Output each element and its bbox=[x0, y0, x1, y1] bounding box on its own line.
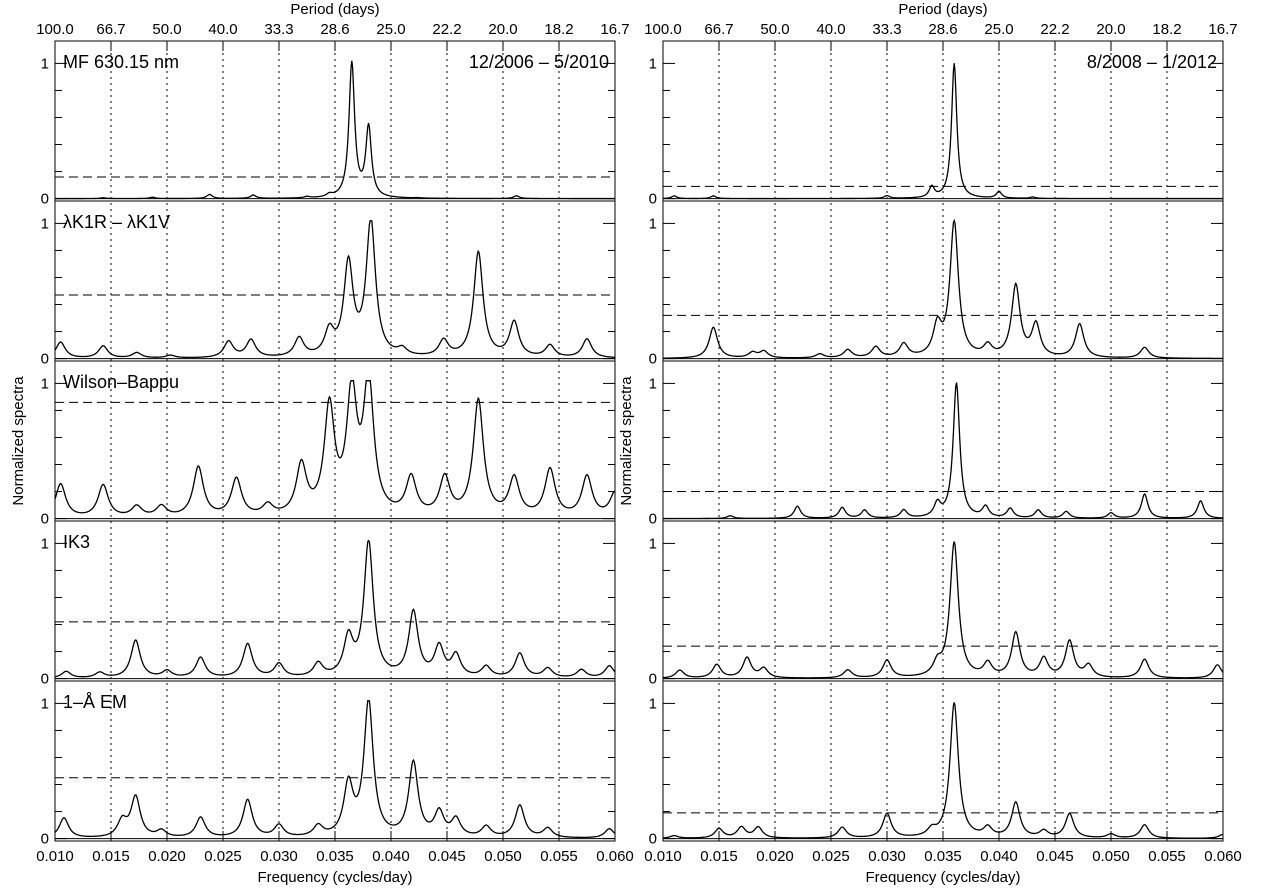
y-tick-label: 0 bbox=[649, 671, 657, 688]
period-tick-label: 20.0 bbox=[488, 21, 517, 38]
x-tick-label: 0.020 bbox=[148, 848, 186, 865]
x-tick-label: 0.040 bbox=[372, 848, 410, 865]
y-tick-label: 0 bbox=[649, 831, 657, 848]
y-tick-label: 0 bbox=[41, 511, 49, 528]
frequency-axis-title: Frequency (cycles/day) bbox=[257, 869, 412, 886]
frequency-axis-title: Frequency (cycles/day) bbox=[865, 869, 1020, 886]
date-range-label: 8/2008 – 1/2012 bbox=[1087, 52, 1217, 72]
spectrum-curve bbox=[54, 539, 616, 678]
curves-layer bbox=[54, 60, 1224, 839]
y-tick-label: 1 bbox=[41, 535, 49, 552]
spectrum-curve bbox=[54, 700, 616, 839]
y-tick-label: 1 bbox=[41, 215, 49, 232]
x-tick-label: 0.050 bbox=[484, 848, 522, 865]
date-range-label: 12/2006 – 5/2010 bbox=[469, 52, 609, 72]
y-tick-label: 1 bbox=[649, 55, 657, 72]
x-tick-label: 0.060 bbox=[1204, 848, 1242, 865]
panel-label: 1–Å EM bbox=[63, 692, 127, 712]
x-tick-label: 0.060 bbox=[596, 848, 634, 865]
spectrum-curve bbox=[54, 220, 616, 359]
x-tick-label: 0.010 bbox=[644, 848, 682, 865]
panel-label: Wilson–Bappu bbox=[63, 372, 179, 392]
period-tick-label: 16.7 bbox=[1208, 21, 1237, 38]
y-axis-title: Normalized spectra bbox=[10, 376, 27, 506]
y-tick-label: 0 bbox=[649, 351, 657, 368]
period-tick-label: 33.3 bbox=[264, 21, 293, 38]
spectrum-curve bbox=[54, 380, 616, 514]
panel-label: IK3 bbox=[63, 532, 90, 552]
period-tick-label: 28.6 bbox=[320, 21, 349, 38]
spectrum-curve bbox=[662, 218, 1223, 360]
y-tick-label: 1 bbox=[649, 535, 657, 552]
x-tick-label: 0.045 bbox=[1036, 848, 1074, 865]
period-tick-label: 20.0 bbox=[1096, 21, 1125, 38]
x-tick-label: 0.050 bbox=[1092, 848, 1130, 865]
grid-layer bbox=[55, 41, 1223, 841]
period-tick-label: 40.0 bbox=[816, 21, 845, 38]
period-tick-label: 40.0 bbox=[208, 21, 237, 38]
y-tick-label: 1 bbox=[649, 215, 657, 232]
x-tick-label: 0.030 bbox=[868, 848, 906, 865]
y-tick-label: 0 bbox=[41, 831, 49, 848]
spectrum-curve bbox=[663, 382, 1224, 520]
x-tick-label: 0.055 bbox=[540, 848, 578, 865]
period-tick-label: 50.0 bbox=[760, 21, 789, 38]
spectrum-curve bbox=[662, 541, 1224, 679]
x-tick-label: 0.040 bbox=[980, 848, 1018, 865]
x-tick-label: 0.035 bbox=[924, 848, 962, 865]
text-layer: 0 1 MF 630.15 nm 0 1 λK1R – λK1V 0 1 Wilson–Bapp… bbox=[10, 1, 1242, 886]
period-tick-label: 25.0 bbox=[376, 21, 405, 38]
period-tick-label: 50.0 bbox=[152, 21, 181, 38]
x-tick-label: 0.010 bbox=[36, 848, 74, 865]
x-tick-label: 0.020 bbox=[756, 848, 794, 865]
period-tick-label: 25.0 bbox=[984, 21, 1013, 38]
period-tick-label: 16.7 bbox=[600, 21, 629, 38]
period-tick-label: 33.3 bbox=[872, 21, 901, 38]
frames-layer bbox=[54, 40, 1224, 842]
period-tick-label: 18.2 bbox=[1152, 21, 1181, 38]
y-tick-label: 0 bbox=[649, 511, 657, 528]
spectrum-curve bbox=[55, 60, 615, 200]
y-tick-label: 0 bbox=[649, 191, 657, 208]
y-tick-label: 1 bbox=[649, 695, 657, 712]
spectrum-curve bbox=[662, 63, 1223, 200]
period-tick-label: 66.7 bbox=[96, 21, 125, 38]
period-axis-title: Period (days) bbox=[290, 1, 379, 18]
y-tick-label: 1 bbox=[41, 695, 49, 712]
period-tick-label: 22.2 bbox=[432, 21, 461, 38]
x-tick-label: 0.025 bbox=[812, 848, 850, 865]
x-tick-label: 0.015 bbox=[92, 848, 130, 865]
period-axis-title: Period (days) bbox=[898, 1, 987, 18]
y-tick-label: 0 bbox=[41, 351, 49, 368]
x-tick-label: 0.015 bbox=[700, 848, 738, 865]
x-tick-label: 0.030 bbox=[260, 848, 298, 865]
x-tick-label: 0.025 bbox=[204, 848, 242, 865]
period-tick-label: 22.2 bbox=[1040, 21, 1069, 38]
panel-label: λK1R – λK1V bbox=[63, 212, 170, 232]
y-tick-label: 0 bbox=[41, 191, 49, 208]
y-tick-label: 1 bbox=[649, 375, 657, 392]
x-tick-label: 0.035 bbox=[316, 848, 354, 865]
period-tick-label: 18.2 bbox=[544, 21, 573, 38]
y-tick-label: 1 bbox=[41, 375, 49, 392]
x-tick-label: 0.045 bbox=[428, 848, 466, 865]
panel-label: MF 630.15 nm bbox=[63, 52, 179, 72]
y-axis-title: Normalized spectra bbox=[618, 376, 635, 506]
x-tick-label: 0.055 bbox=[1148, 848, 1186, 865]
period-tick-label: 66.7 bbox=[704, 21, 733, 38]
y-tick-label: 1 bbox=[41, 55, 49, 72]
y-tick-label: 0 bbox=[41, 671, 49, 688]
period-tick-label: 28.6 bbox=[928, 21, 957, 38]
period-tick-label: 100.0 bbox=[36, 21, 74, 38]
spectrum-curve bbox=[662, 702, 1224, 839]
period-tick-label: 100.0 bbox=[644, 21, 682, 38]
